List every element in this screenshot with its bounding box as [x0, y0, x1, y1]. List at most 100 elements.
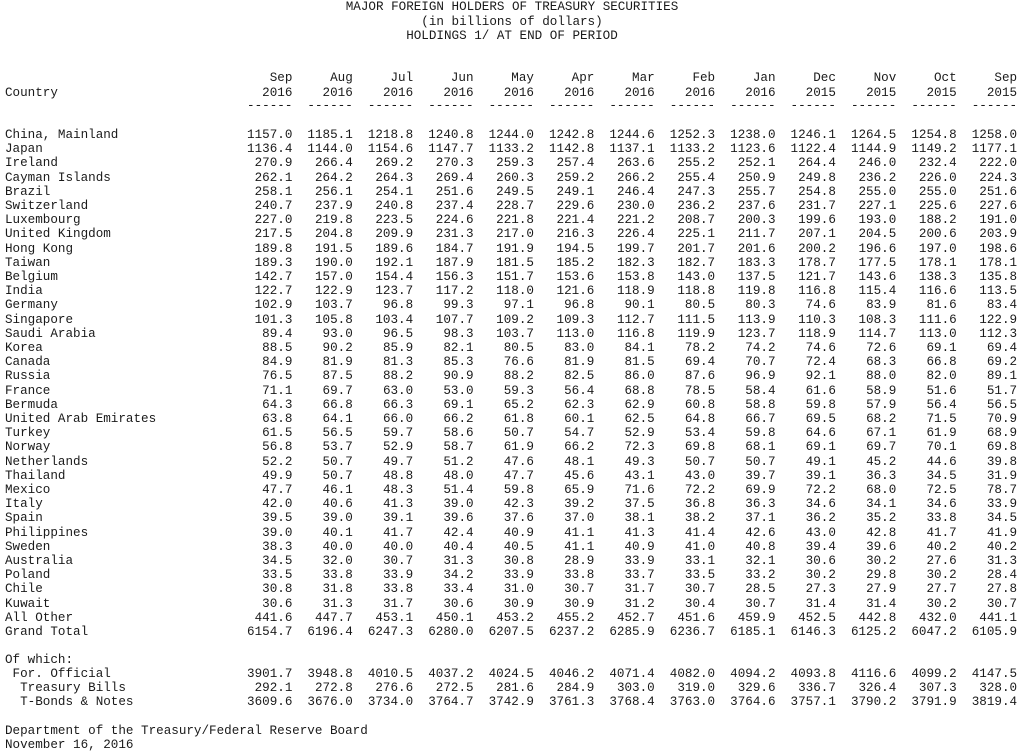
holding-value: 84.9 [262, 355, 293, 370]
holding-value: 1238.0 [730, 128, 776, 142]
holding-value: 40.2 [926, 539, 957, 554]
holding-value: 81.6 [926, 298, 957, 313]
holding-value: 52.9 [382, 440, 414, 455]
holding-value: 4046.2 [548, 667, 595, 681]
holding-value: 1240.8 [428, 128, 474, 142]
holding-value: 41.0 [684, 539, 716, 554]
column-year: 2016 [382, 86, 414, 100]
holding-value: 39.8 [986, 454, 1018, 469]
holding-value: 60.1 [564, 412, 595, 426]
holding-value: 40.9 [503, 525, 534, 540]
holding-value: 61.9 [926, 426, 957, 441]
column-year: 2015 [986, 86, 1018, 100]
holding-value: 258.1 [254, 184, 293, 199]
holding-value: 157.0 [314, 270, 353, 284]
holding-value: 40.2 [986, 539, 1018, 554]
holding-value: 30.9 [564, 596, 595, 611]
holding-value: 249.1 [556, 184, 595, 199]
holding-value: 219.8 [314, 213, 353, 228]
holding-value: 85.3 [443, 355, 474, 370]
holding-value: 27.9 [866, 582, 897, 597]
holding-value: 119.9 [677, 326, 716, 341]
holding-value: 66.8 [926, 355, 957, 370]
holding-value: 6196.4 [307, 625, 353, 639]
holding-value: 31.0 [503, 582, 534, 597]
holding-value: 89.1 [986, 369, 1018, 384]
holding-value: 264.3 [375, 170, 414, 185]
holding-value: 181.5 [496, 255, 534, 270]
column-underline: ------ [850, 99, 897, 113]
holding-value: 459.9 [737, 610, 776, 625]
holding-value: 432.0 [918, 610, 957, 625]
holding-value: 189.8 [254, 241, 293, 256]
holding-value: 41.7 [382, 525, 414, 540]
holding-value: 227.0 [254, 213, 293, 228]
title-line-3: HOLDINGS 1/ AT END OF PERIOD [406, 29, 618, 43]
holding-value: 1244.0 [488, 128, 534, 142]
holding-value: 112.7 [616, 312, 655, 327]
holding-value: 58.6 [443, 426, 474, 441]
holding-value: 32.0 [322, 554, 353, 568]
table-row: Turkey 61.5 56.5 59.7 58.6 50.7 54.7 52.9 53.4 59… [5, 426, 1017, 440]
table-row: All Other 441.6 447.7 453.1 450.1 453.2 455.2 4… [5, 611, 1017, 625]
holding-value: 66.8 [322, 397, 353, 412]
holding-value: 4116.6 [850, 667, 897, 681]
holding-value: 63.0 [382, 383, 414, 398]
holding-value: 68.8 [624, 383, 655, 398]
holding-value: 269.4 [435, 170, 474, 185]
holding-value: 191.0 [979, 213, 1018, 228]
holding-value: 1144.9 [850, 142, 897, 157]
table-row: Switzerland 240.7 237.9 240.8 237.4 228.7 229.… [5, 199, 1017, 213]
holding-value: 59.7 [382, 426, 414, 441]
holding-value: 211.7 [737, 227, 776, 242]
column-month: Jun [450, 71, 474, 85]
holding-value: 67.1 [866, 426, 897, 441]
country-name: Norway [5, 440, 51, 455]
country-name: Sweden [5, 539, 51, 554]
holding-value: 143.0 [677, 270, 716, 284]
column-underline: ------ [247, 99, 293, 113]
holding-value: 190.0 [314, 255, 353, 270]
holding-value: 66.2 [443, 412, 474, 426]
holding-value: 138.3 [918, 270, 957, 284]
holding-value: 45.2 [866, 454, 897, 469]
table-row: Kuwait 30.6 31.3 31.7 30.6 30.9 30.9 31.2 30.4 30… [5, 597, 1017, 611]
holding-value: 30.8 [262, 582, 293, 597]
holding-value: 47.7 [503, 468, 534, 483]
holding-value: 3757.1 [790, 695, 836, 710]
holding-value: 227.6 [979, 199, 1018, 213]
holding-value: 153.6 [556, 270, 595, 284]
holding-value: 30.2 [866, 554, 897, 568]
holding-value: 178.1 [918, 255, 957, 270]
holding-value: 72.2 [805, 483, 836, 497]
holding-value: 27.6 [926, 554, 957, 568]
column-year: 2016 [684, 86, 716, 100]
holding-value: 83.9 [866, 298, 897, 313]
table-row: Germany 102.9 103.7 96.8 99.3 97.1 96.8 90.1 80.… [5, 298, 1017, 312]
holding-value: 39.0 [322, 511, 353, 526]
column-month: Nov [873, 71, 897, 85]
table-row: Luxembourg 227.0 219.8 223.5 224.6 221.8 221.4… [5, 213, 1017, 227]
holding-value: 276.6 [375, 681, 414, 696]
holding-value: 34.5 [262, 554, 293, 568]
holding-value: 30.7 [684, 582, 716, 597]
holding-value: 42.8 [866, 525, 897, 540]
holding-value: 455.2 [556, 610, 595, 625]
holding-value: 96.5 [382, 326, 414, 341]
holding-value: 64.3 [262, 397, 293, 412]
country-name: Taiwan [5, 255, 51, 270]
holding-value: 39.6 [866, 539, 897, 554]
country-name: Cayman Islands [5, 170, 111, 185]
column-year: 2015 [805, 86, 836, 100]
holding-value: 303.0 [616, 681, 655, 696]
country-name: Korea [5, 341, 43, 355]
holding-value: 3676.0 [307, 695, 353, 710]
holding-value: 82.1 [443, 341, 474, 355]
table-row: Italy 42.0 40.6 41.3 39.0 42.3 39.2 37.5 36.8 36.… [5, 497, 1017, 511]
holding-value: 27.7 [926, 582, 957, 597]
holding-value: 118.9 [798, 326, 836, 341]
holding-value: 76.6 [503, 355, 534, 370]
holding-value: 137.5 [737, 270, 776, 284]
country-name: France [5, 383, 51, 398]
column-year: 2016 [624, 86, 655, 100]
